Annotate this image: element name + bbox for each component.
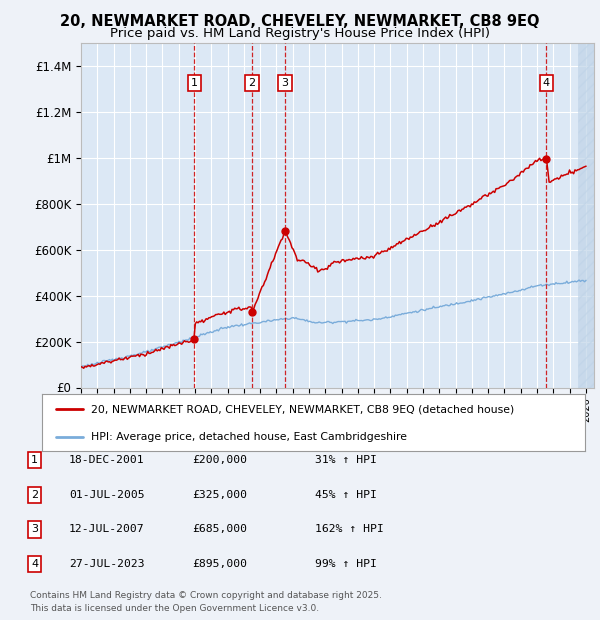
Text: 12-JUL-2007: 12-JUL-2007 bbox=[69, 525, 145, 534]
Text: Price paid vs. HM Land Registry's House Price Index (HPI): Price paid vs. HM Land Registry's House … bbox=[110, 27, 490, 40]
Text: HPI: Average price, detached house, East Cambridgeshire: HPI: Average price, detached house, East… bbox=[91, 432, 407, 441]
Text: Contains HM Land Registry data © Crown copyright and database right 2025.
This d: Contains HM Land Registry data © Crown c… bbox=[30, 591, 382, 613]
Text: 4: 4 bbox=[543, 78, 550, 88]
Text: 18-DEC-2001: 18-DEC-2001 bbox=[69, 455, 145, 465]
Text: 4: 4 bbox=[31, 559, 38, 569]
Text: 45% ↑ HPI: 45% ↑ HPI bbox=[315, 490, 377, 500]
Text: 31% ↑ HPI: 31% ↑ HPI bbox=[315, 455, 377, 465]
Text: 1: 1 bbox=[191, 78, 198, 88]
Text: 3: 3 bbox=[31, 525, 38, 534]
Text: 20, NEWMARKET ROAD, CHEVELEY, NEWMARKET, CB8 9EQ (detached house): 20, NEWMARKET ROAD, CHEVELEY, NEWMARKET,… bbox=[91, 404, 514, 414]
Text: 3: 3 bbox=[281, 78, 289, 88]
Text: 01-JUL-2005: 01-JUL-2005 bbox=[69, 490, 145, 500]
Text: 2: 2 bbox=[248, 78, 256, 88]
Text: £685,000: £685,000 bbox=[192, 525, 247, 534]
Bar bbox=[578, 43, 594, 388]
Text: £895,000: £895,000 bbox=[192, 559, 247, 569]
Text: 99% ↑ HPI: 99% ↑ HPI bbox=[315, 559, 377, 569]
Text: £200,000: £200,000 bbox=[192, 455, 247, 465]
Text: £325,000: £325,000 bbox=[192, 490, 247, 500]
Text: 27-JUL-2023: 27-JUL-2023 bbox=[69, 559, 145, 569]
Text: 2: 2 bbox=[31, 490, 38, 500]
Text: 162% ↑ HPI: 162% ↑ HPI bbox=[315, 525, 384, 534]
Text: 1: 1 bbox=[31, 455, 38, 465]
Text: 20, NEWMARKET ROAD, CHEVELEY, NEWMARKET, CB8 9EQ: 20, NEWMARKET ROAD, CHEVELEY, NEWMARKET,… bbox=[60, 14, 540, 29]
